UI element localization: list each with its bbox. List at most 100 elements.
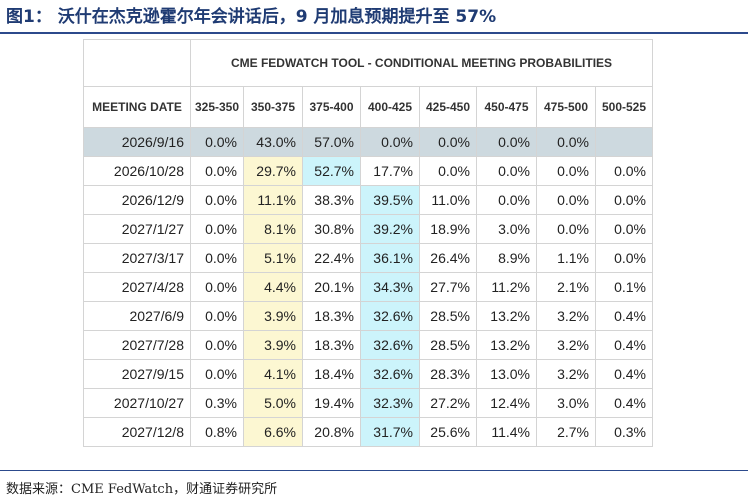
probability-cell: 39.2% [360, 214, 420, 244]
probability-cell: 0.0% [190, 214, 244, 244]
probability-cell: 5.0% [243, 388, 303, 418]
probability-cell: 0.4% [595, 359, 653, 389]
probability-cell: 18.9% [419, 214, 477, 244]
probability-cell: 11.0% [419, 185, 477, 215]
table-row: 2027/3/17 0.0% 5.1% 22.4% 36.1% 26.4% 8.9% 1.1%… [83, 243, 653, 273]
meeting-date-cell: 2027/12/8 [83, 417, 191, 447]
probability-cell: 32.6% [360, 301, 420, 331]
probability-cell: 32.6% [360, 330, 420, 360]
probability-cell [595, 127, 653, 157]
table-row: 2026/9/16 0.0% 43.0% 57.0% 0.0% 0.0% 0.0% 0.0% [83, 127, 653, 157]
probability-cell: 13.2% [476, 301, 537, 331]
probability-cell: 38.3% [302, 185, 361, 215]
column-header-rate: 400-425 [360, 86, 420, 128]
column-header-row: MEETING DATE 325-350 350-375 375-400 400-425… [83, 86, 653, 128]
probability-cell: 31.7% [360, 417, 420, 447]
probability-cell: 0.0% [190, 243, 244, 273]
column-header-rate: 325-350 [190, 86, 244, 128]
probability-cell: 0.0% [419, 156, 477, 186]
probability-cell: 20.8% [302, 417, 361, 447]
probability-cell: 0.4% [595, 330, 653, 360]
probability-cell: 2.1% [536, 272, 596, 302]
probability-cell: 52.7% [302, 156, 361, 186]
source-note: 数据来源：CME FedWatch，财通证券研究所 [6, 482, 278, 497]
meeting-date-cell: 2027/1/27 [83, 214, 191, 244]
table-row: 2027/6/9 0.0% 3.9% 18.3% 32.6% 28.5% 13.2% 3.2%… [83, 301, 653, 331]
probability-cell: 4.1% [243, 359, 303, 389]
probability-cell: 0.0% [536, 214, 596, 244]
probability-cell: 36.1% [360, 243, 420, 273]
meeting-date-cell: 2027/7/28 [83, 330, 191, 360]
probability-cell: 0.0% [595, 156, 653, 186]
probability-cell: 26.4% [419, 243, 477, 273]
probability-cell: 3.0% [536, 388, 596, 418]
probability-cell: 17.7% [360, 156, 420, 186]
probability-cell: 3.0% [476, 214, 537, 244]
probability-cell: 3.9% [243, 330, 303, 360]
probability-cell: 18.4% [302, 359, 361, 389]
probability-cell: 0.0% [190, 127, 244, 157]
probability-cell: 0.0% [595, 214, 653, 244]
probability-cell: 25.6% [419, 417, 477, 447]
probability-cell: 1.1% [536, 243, 596, 273]
meeting-date-cell: 2026/12/9 [83, 185, 191, 215]
probability-cell: 0.3% [595, 417, 653, 447]
table-row: 2026/10/28 0.0% 29.7% 52.7% 17.7% 0.0% 0.0% 0.0… [83, 156, 653, 186]
table-row: 2027/12/8 0.8% 6.6% 20.8% 31.7% 25.6% 11.4% 2.7… [83, 417, 653, 447]
probability-cell: 28.5% [419, 330, 477, 360]
probability-cell: 20.1% [302, 272, 361, 302]
probability-cell: 57.0% [302, 127, 361, 157]
probability-cell: 22.4% [302, 243, 361, 273]
probability-cell: 39.5% [360, 185, 420, 215]
probability-cell: 0.0% [190, 330, 244, 360]
table-row: 2027/9/15 0.0% 4.1% 18.4% 32.6% 28.3% 13.0% 3.2… [83, 359, 653, 389]
bottom-rule [0, 470, 748, 471]
meeting-date-cell: 2027/4/28 [83, 272, 191, 302]
probability-cell: 30.8% [302, 214, 361, 244]
probability-cell: 32.3% [360, 388, 420, 418]
probability-cell: 3.9% [243, 301, 303, 331]
probability-cell: 27.2% [419, 388, 477, 418]
meeting-date-cell: 2027/9/15 [83, 359, 191, 389]
probability-cell: 0.0% [360, 127, 420, 157]
probability-cell: 0.0% [190, 156, 244, 186]
probability-cell: 11.4% [476, 417, 537, 447]
probability-cell: 0.0% [536, 127, 596, 157]
probability-cell: 13.0% [476, 359, 537, 389]
probability-cell: 8.9% [476, 243, 537, 273]
probability-cell: 34.3% [360, 272, 420, 302]
probability-cell: 13.2% [476, 330, 537, 360]
probability-cell: 0.0% [595, 185, 653, 215]
probability-cell: 28.5% [419, 301, 477, 331]
probability-cell: 8.1% [243, 214, 303, 244]
probability-cell: 28.3% [419, 359, 477, 389]
probability-cell: 43.0% [243, 127, 303, 157]
column-header-rate: 500-525 [595, 86, 653, 128]
probability-cell: 19.4% [302, 388, 361, 418]
probability-cell: 27.7% [419, 272, 477, 302]
probability-cell: 0.0% [536, 156, 596, 186]
probability-cell: 29.7% [243, 156, 303, 186]
probability-cell: 0.0% [476, 127, 537, 157]
probability-cell: 0.0% [536, 185, 596, 215]
probability-cell: 0.0% [190, 301, 244, 331]
probability-cell: 11.2% [476, 272, 537, 302]
column-header-rate: 475-500 [536, 86, 596, 128]
table-row: 2027/4/28 0.0% 4.4% 20.1% 34.3% 27.7% 11.2% 2.1… [83, 272, 653, 302]
probability-cell: 0.0% [595, 243, 653, 273]
probability-cell: 32.6% [360, 359, 420, 389]
probability-cell: 0.0% [190, 359, 244, 389]
probability-cell: 0.0% [419, 127, 477, 157]
probability-cell: 0.0% [190, 272, 244, 302]
column-header-rate: 375-400 [302, 86, 361, 128]
probability-cell: 0.3% [190, 388, 244, 418]
probability-cell: 3.2% [536, 359, 596, 389]
column-header-rate: 350-375 [243, 86, 303, 128]
probability-cell: 3.2% [536, 301, 596, 331]
probability-cell: 0.0% [190, 185, 244, 215]
table-row: 2027/7/28 0.0% 3.9% 18.3% 32.6% 28.5% 13.2% 3.2… [83, 330, 653, 360]
probability-cell: 5.1% [243, 243, 303, 273]
probability-cell: 0.4% [595, 388, 653, 418]
probability-cell: 2.7% [536, 417, 596, 447]
meeting-date-cell: 2027/6/9 [83, 301, 191, 331]
